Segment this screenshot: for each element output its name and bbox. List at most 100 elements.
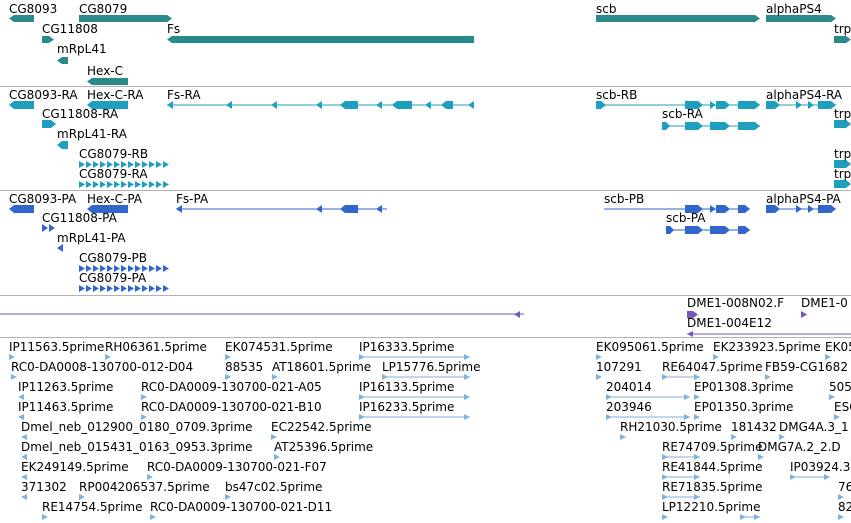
- protein-glyph[interactable]: [149, 285, 155, 292]
- gene-glyph[interactable]: [42, 36, 54, 43]
- protein-track[interactable]: [0, 191, 851, 295]
- est-glyph[interactable]: [662, 474, 668, 480]
- transcript-glyph[interactable]: [156, 181, 162, 188]
- transcript-fs-ra-exon[interactable]: [167, 101, 173, 109]
- gene-glyph[interactable]: [79, 15, 172, 22]
- est-label[interactable]: EP01350.3prime: [694, 400, 794, 414]
- est-label[interactable]: 505: [829, 380, 851, 394]
- protein-glyph[interactable]: [156, 285, 162, 292]
- est-glyph[interactable]: [11, 374, 17, 380]
- est-glyph[interactable]: [274, 454, 280, 460]
- protein-glyph[interactable]: [107, 285, 113, 292]
- est-label[interactable]: RC0-DA0009-130700-021-F07: [147, 460, 327, 474]
- est-glyph[interactable]: [464, 354, 470, 360]
- transcript-glyph[interactable]: [121, 161, 127, 168]
- est-glyph[interactable]: [359, 394, 365, 400]
- clone-label[interactable]: DME1-0: [801, 296, 848, 310]
- protein-glyph[interactable]: [79, 265, 85, 272]
- protein-scb-pb-exon[interactable]: [716, 205, 730, 213]
- protein-scb-pa-exon[interactable]: [738, 226, 750, 234]
- transcript-glyph[interactable]: [121, 181, 127, 188]
- est-glyph[interactable]: [694, 374, 700, 380]
- transcript-label[interactable]: CG8079-RB: [79, 147, 149, 161]
- protein-label[interactable]: mRpL41-PA: [57, 231, 126, 245]
- protein-glyph[interactable]: [142, 285, 148, 292]
- protein-alphaps4-pa-exon[interactable]: [808, 205, 814, 213]
- est-glyph[interactable]: [694, 394, 700, 400]
- protein-fs-pa-exon[interactable]: [176, 205, 182, 213]
- protein-glyph[interactable]: [100, 285, 106, 292]
- protein-label[interactable]: Fs-PA: [176, 192, 209, 206]
- protein-label[interactable]: CG11808-PA: [42, 211, 117, 225]
- est-glyph[interactable]: [684, 414, 690, 420]
- est-label[interactable]: RE71835.5prime: [662, 480, 763, 494]
- est-glyph[interactable]: [382, 374, 388, 380]
- est-label[interactable]: EK233923.5prime: [713, 340, 821, 354]
- est-label[interactable]: 371302: [21, 480, 67, 494]
- transcript-label[interactable]: scb-RB: [596, 88, 638, 102]
- est-label[interactable]: RE64047.5prime: [662, 360, 763, 374]
- est-glyph[interactable]: [464, 394, 470, 400]
- clone-glyph[interactable]: [801, 311, 807, 318]
- protein-glyph[interactable]: [121, 265, 127, 272]
- transcript-scb-ra-exon[interactable]: [738, 122, 760, 130]
- est-label[interactable]: Dmel_neb_015431_0163_0953.3prime: [21, 440, 253, 454]
- est-glyph[interactable]: [18, 414, 24, 420]
- protein-fs-pa-exon[interactable]: [376, 205, 382, 213]
- protein-scb-pa-exon[interactable]: [710, 226, 730, 234]
- protein-glyph[interactable]: [128, 265, 134, 272]
- est-label[interactable]: 203946: [606, 400, 652, 414]
- est-glyph[interactable]: [225, 354, 231, 360]
- est-glyph[interactable]: [754, 514, 760, 520]
- protein-glyph[interactable]: [128, 285, 134, 292]
- est-label[interactable]: RE74709.5prime: [662, 440, 763, 454]
- transcript-glyph[interactable]: [57, 141, 68, 149]
- est-glyph[interactable]: [42, 514, 48, 520]
- clone-track[interactable]: [0, 296, 851, 337]
- est-label[interactable]: RC0-DA0008-130700-012-D04: [11, 360, 194, 374]
- transcript-glyph[interactable]: [9, 101, 34, 109]
- est-label[interactable]: EK074531.5prime: [225, 340, 333, 354]
- protein-glyph[interactable]: [121, 285, 127, 292]
- transcript-glyph[interactable]: [107, 181, 113, 188]
- est-label[interactable]: FB59-CG1682: [765, 360, 848, 374]
- transcript-glyph[interactable]: [114, 161, 120, 168]
- est-label[interactable]: 82: [838, 500, 851, 514]
- protein-label[interactable]: CG8093-PA: [9, 192, 77, 206]
- transcript-label[interactable]: scb-RA: [662, 107, 703, 121]
- est-glyph[interactable]: [758, 454, 764, 460]
- est-label[interactable]: RE41844.5prime: [662, 460, 763, 474]
- gene-label[interactable]: Fs: [167, 22, 181, 36]
- gene-label[interactable]: CG11808: [42, 22, 98, 36]
- est-glyph[interactable]: [834, 414, 840, 420]
- transcript-label[interactable]: Fs-RA: [167, 88, 201, 102]
- protein-glyph[interactable]: [100, 265, 106, 272]
- transcript-label[interactable]: CG11808-RA: [42, 107, 119, 121]
- transcript-glyph[interactable]: [834, 160, 851, 168]
- transcript-label[interactable]: alphaPS4-RA: [766, 88, 843, 102]
- protein-glyph[interactable]: [107, 265, 113, 272]
- protein-glyph[interactable]: [163, 285, 169, 292]
- est-glyph[interactable]: [662, 374, 668, 380]
- transcript-track[interactable]: [0, 87, 851, 190]
- gene-glyph[interactable]: [9, 15, 34, 22]
- est-glyph[interactable]: [225, 374, 231, 380]
- est-glyph[interactable]: [596, 374, 602, 380]
- est-label[interactable]: DMG4A.3_1: [779, 420, 849, 434]
- transcript-glyph[interactable]: [163, 161, 169, 168]
- est-glyph[interactable]: [21, 434, 27, 440]
- protein-label[interactable]: alphaPS4-PA: [766, 192, 841, 206]
- est-glyph[interactable]: [21, 454, 27, 460]
- est-label[interactable]: RC0-DA0009-130700-021-D11: [150, 500, 333, 514]
- est-label[interactable]: RH21030.5prime: [620, 420, 722, 434]
- est-glyph[interactable]: [694, 414, 700, 420]
- protein-glyph[interactable]: [114, 285, 120, 292]
- transcript-scb-rb-exon[interactable]: [710, 101, 716, 109]
- gene-glyph[interactable]: [596, 15, 760, 22]
- est-label[interactable]: 76: [838, 480, 851, 494]
- gene-label[interactable]: alphaPS4: [766, 2, 822, 16]
- transcript-fs-ra-exon[interactable]: [316, 101, 322, 109]
- est-glyph[interactable]: [824, 474, 830, 480]
- est-glyph[interactable]: [272, 374, 278, 380]
- transcript-glyph[interactable]: [149, 181, 155, 188]
